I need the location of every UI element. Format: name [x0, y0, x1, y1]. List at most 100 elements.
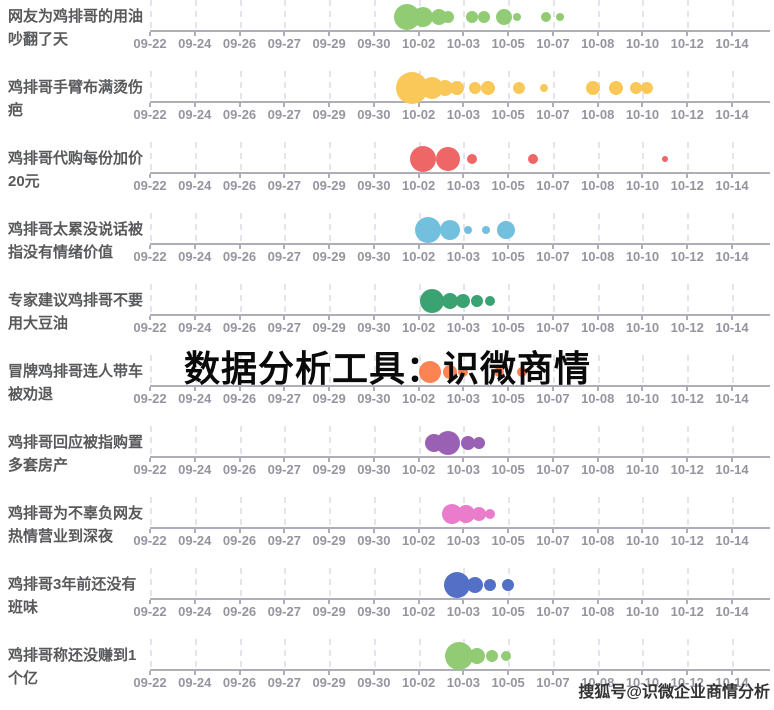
tick-mark: [641, 387, 644, 391]
gridline: [732, 142, 734, 170]
heat-bubble: [442, 365, 457, 379]
date-label: 09-30: [357, 320, 391, 335]
date-label: 10-08: [581, 533, 615, 548]
gridline: [329, 71, 332, 99]
gridline: [732, 0, 734, 28]
date-label: 09-30: [357, 249, 391, 264]
tick-mark: [507, 245, 510, 249]
heat-bubble: [500, 651, 511, 661]
tick-mark: [372, 458, 375, 462]
date-label: 10-02: [401, 391, 436, 406]
date-label: 10-03: [446, 675, 480, 690]
date-label: 09-29: [312, 675, 346, 690]
gridline: [373, 0, 376, 28]
gridline: [239, 426, 242, 454]
date-label: 10-05: [491, 533, 525, 548]
tick-mark: [731, 316, 733, 320]
axis-line: [150, 598, 770, 600]
gridline: [329, 568, 332, 596]
tick-mark: [328, 387, 331, 391]
topic-label: 鸡排哥称还没赚到1个亿: [8, 647, 137, 687]
gridline: [552, 213, 555, 241]
heat-bubble: [420, 289, 445, 313]
gridline: [194, 284, 197, 312]
tick-mark: [283, 387, 286, 391]
topic-row: 鸡排哥代购每份加价20元 09-22 09-24 09-26 09-27 09-29 09-…: [0, 142, 774, 213]
gridline: [463, 0, 466, 28]
axis-line: [150, 172, 770, 174]
heat-bubble: [495, 9, 512, 25]
tick-mark: [193, 600, 196, 604]
date-label: 09-24: [178, 675, 212, 690]
date-label: 10-12: [670, 391, 704, 406]
gridline: [642, 355, 645, 383]
gridline: [239, 497, 242, 525]
gridline: [687, 213, 690, 241]
date-label: 09-27: [267, 533, 301, 548]
heat-bubble: [516, 367, 527, 377]
date-label: 10-05: [491, 178, 525, 193]
gridline: [373, 142, 376, 170]
heat-bubble: [444, 642, 473, 670]
tick-mark: [193, 245, 196, 249]
tick-mark: [507, 316, 510, 320]
tick-mark: [328, 529, 331, 533]
tick-mark: [507, 458, 510, 462]
tick-mark: [238, 245, 241, 249]
topic-label: 专家建议鸡排哥不要用大豆油: [8, 292, 144, 332]
tick-mark: [686, 387, 689, 391]
gridline: [329, 284, 332, 312]
gridline: [552, 568, 555, 596]
tick-mark: [686, 174, 689, 178]
tick-mark: [551, 174, 554, 178]
gridline: [150, 426, 152, 454]
date-label: 09-26: [222, 675, 257, 690]
gridline: [418, 639, 421, 667]
date-label: 09-26: [222, 391, 257, 406]
heat-bubble: [468, 648, 485, 664]
date-label: 10-05: [491, 36, 525, 51]
topic-row: 鸡排哥3年前还没有班味 09-22 09-24 09-26 09-27 09-29 09-3…: [0, 568, 774, 639]
gridline: [687, 568, 690, 596]
date-label: 10-10: [625, 675, 660, 690]
gridline: [732, 71, 734, 99]
gridline: [597, 142, 600, 170]
gridline: [732, 284, 734, 312]
tick-mark: [551, 671, 554, 675]
heat-bubble: [481, 226, 490, 234]
gridline: [373, 284, 376, 312]
tick-mark: [193, 458, 196, 462]
gridline: [687, 71, 690, 99]
tick-mark: [731, 103, 733, 107]
date-label: 09-24: [178, 36, 212, 51]
gridline: [194, 0, 197, 28]
heat-bubble: [494, 367, 505, 377]
gridline: [732, 426, 734, 454]
topic-label: 鸡排哥3年前还没有班味: [8, 576, 137, 616]
date-label: 10-08: [581, 675, 615, 690]
tick-mark: [149, 32, 151, 36]
date-label: 10-05: [491, 320, 525, 335]
gridline: [373, 355, 376, 383]
date-label: 10-03: [446, 178, 480, 193]
heat-bubble: [470, 295, 483, 307]
tick-mark: [551, 387, 554, 391]
plot-area: 09-22 09-24 09-26 09-27 09-29 09-30 10-02 10-03…: [133, 213, 774, 284]
date-label: 09-27: [267, 178, 301, 193]
tick-mark: [596, 387, 599, 391]
date-label: 09-24: [178, 462, 212, 477]
gridline: [150, 497, 152, 525]
gridline: [329, 639, 332, 667]
date-label: 10-05: [491, 391, 525, 406]
tick-mark: [417, 458, 420, 462]
tick-mark: [507, 32, 510, 36]
gridline: [687, 497, 690, 525]
gridline: [194, 213, 197, 241]
heat-bubble: [439, 220, 460, 240]
tick-mark: [462, 671, 465, 675]
date-label: 09-29: [312, 178, 346, 193]
tick-mark: [596, 671, 599, 675]
date-label: 10-03: [446, 107, 480, 122]
tick-mark: [417, 245, 420, 249]
date-label: 10-07: [536, 604, 570, 619]
